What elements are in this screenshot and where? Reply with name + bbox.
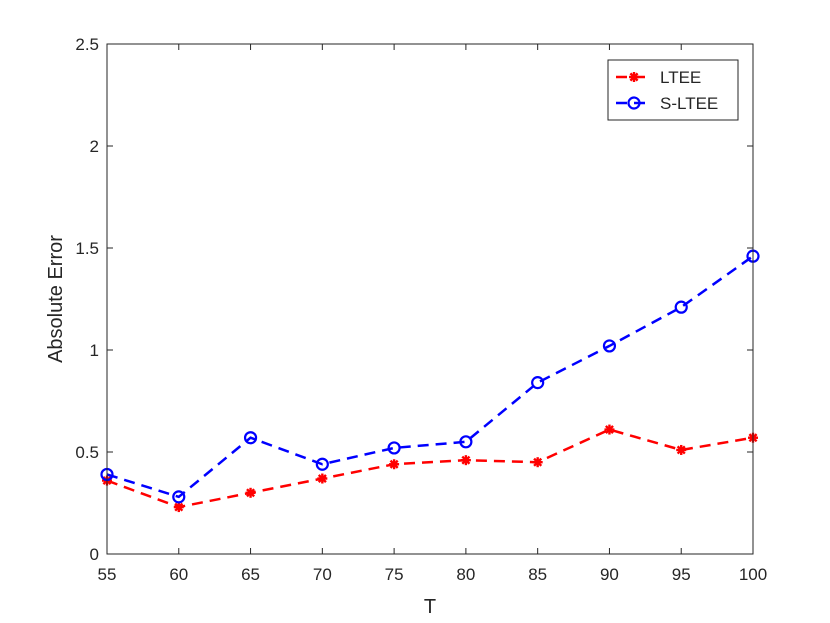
x-tick-label: 100 [739,565,767,584]
data-point-ltee [389,459,400,470]
data-point-ltee [173,502,184,513]
data-point-s-ltee [243,431,258,445]
y-tick-label: 0.5 [75,443,99,462]
data-point-ltee [245,487,256,498]
data-point-s-ltee [172,490,186,504]
legend-item: LTEE [616,68,701,87]
series-layer [100,249,760,513]
legend-box [607,59,739,121]
legend: LTEE S-LTEE [607,59,739,121]
y-axis-label: Absolute Error [45,235,67,363]
x-tick-label: 90 [600,565,619,584]
x-axis-label: T [424,596,436,618]
legend-item: S-LTEE [616,94,718,113]
y-tick-label: 0 [90,545,99,564]
data-point-ltee [532,457,543,468]
data-point-s-ltee [674,300,688,314]
data-point-s-ltee [531,376,545,390]
legend-label: S-LTEE [660,94,718,113]
x-tick-label: 70 [313,565,332,584]
plot-area [107,44,753,554]
data-point-s-ltee [459,435,473,449]
y-tick-label: 1.5 [75,239,99,258]
data-point-ltee [604,424,615,435]
x-tick-label: 75 [385,565,404,584]
data-point-s-ltee [387,441,401,455]
plot-frame [106,43,754,555]
legend-marker [627,96,641,110]
data-point-ltee [460,455,471,466]
y-tick-label: 2 [90,137,99,156]
y-tick-label: 2.5 [75,35,99,54]
x-tick-label: 85 [528,565,547,584]
legend-label: LTEE [660,68,701,87]
ticks-layer: 55 60 65 70 75 80 85 90 95 100 0 0.5 1 1.5 2 2.5 [75,35,767,584]
x-tick-label: 65 [241,565,260,584]
x-tick-label: 60 [169,565,188,584]
y-tick-label: 1 [90,341,99,360]
series-line-ltee [106,428,754,509]
x-tick-label: 95 [672,565,691,584]
x-tick-label: 80 [456,565,475,584]
data-point-s-ltee [315,457,329,471]
data-point-s-ltee [602,339,617,353]
x-tick-label: 55 [98,565,117,584]
data-point-ltee [317,473,328,484]
legend-marker [629,72,639,82]
data-point-ltee [676,444,687,455]
series-line-s-ltee [106,255,754,499]
